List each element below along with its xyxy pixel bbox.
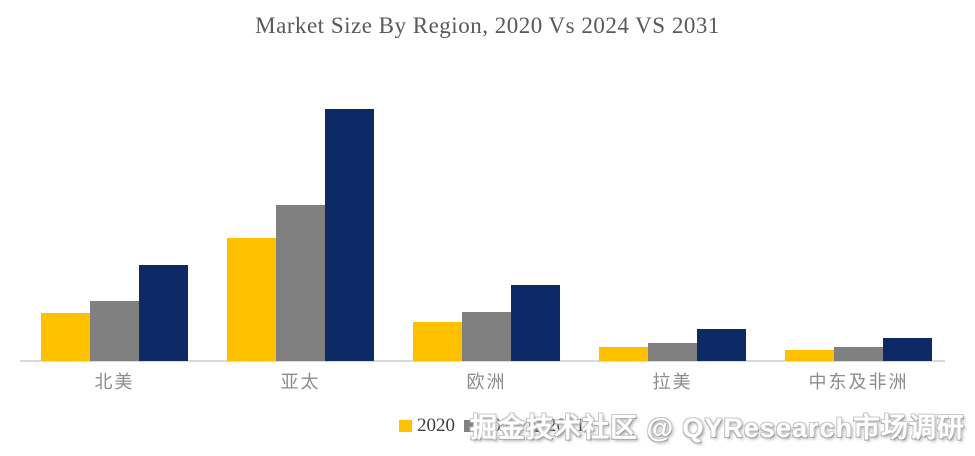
legend-label-2031: 2031 (547, 415, 585, 436)
x-axis-label: 北美 (94, 372, 135, 392)
legend-swatch-2031 (529, 419, 542, 432)
x-axis-label: 欧洲 (466, 372, 507, 392)
legend-label-2020: 2020 (417, 415, 455, 436)
bar-2031-拉美 (697, 329, 746, 361)
bar-2024-拉美 (648, 343, 697, 361)
bar-2020-中东及非洲 (785, 350, 834, 361)
bar-2024-亚太 (276, 205, 325, 361)
bar-2031-中东及非洲 (883, 338, 932, 361)
bar-2024-北美 (90, 301, 139, 361)
legend-item-2024: 2024 (464, 416, 520, 435)
bar-2031-北美 (139, 265, 188, 361)
bar-2020-北美 (41, 313, 90, 361)
legend-swatch-2020 (399, 419, 412, 432)
x-axis-label: 亚太 (280, 372, 321, 392)
x-axis-label: 拉美 (652, 372, 693, 392)
legend-label-2024: 2024 (482, 415, 520, 436)
bar-2020-拉美 (599, 347, 648, 361)
bar-2020-欧洲 (413, 322, 462, 361)
x-axis-line (20, 360, 945, 362)
legend: 2020 2024 2031 (399, 416, 585, 435)
legend-item-2031: 2031 (529, 416, 585, 435)
chart-title: Market Size By Region, 2020 Vs 2024 VS 2… (255, 13, 720, 38)
bar-2024-中东及非洲 (834, 347, 883, 361)
bar-2020-亚太 (227, 238, 276, 361)
x-axis-label: 中东及非洲 (808, 372, 909, 392)
bar-2031-亚太 (325, 109, 374, 361)
legend-swatch-2024 (464, 419, 477, 432)
bar-2031-欧洲 (511, 285, 560, 361)
watermark: 掘金技术社区 @ QYResearch市场调研 (470, 413, 965, 443)
bar-2024-欧洲 (462, 312, 511, 361)
legend-item-2020: 2020 (399, 416, 455, 435)
